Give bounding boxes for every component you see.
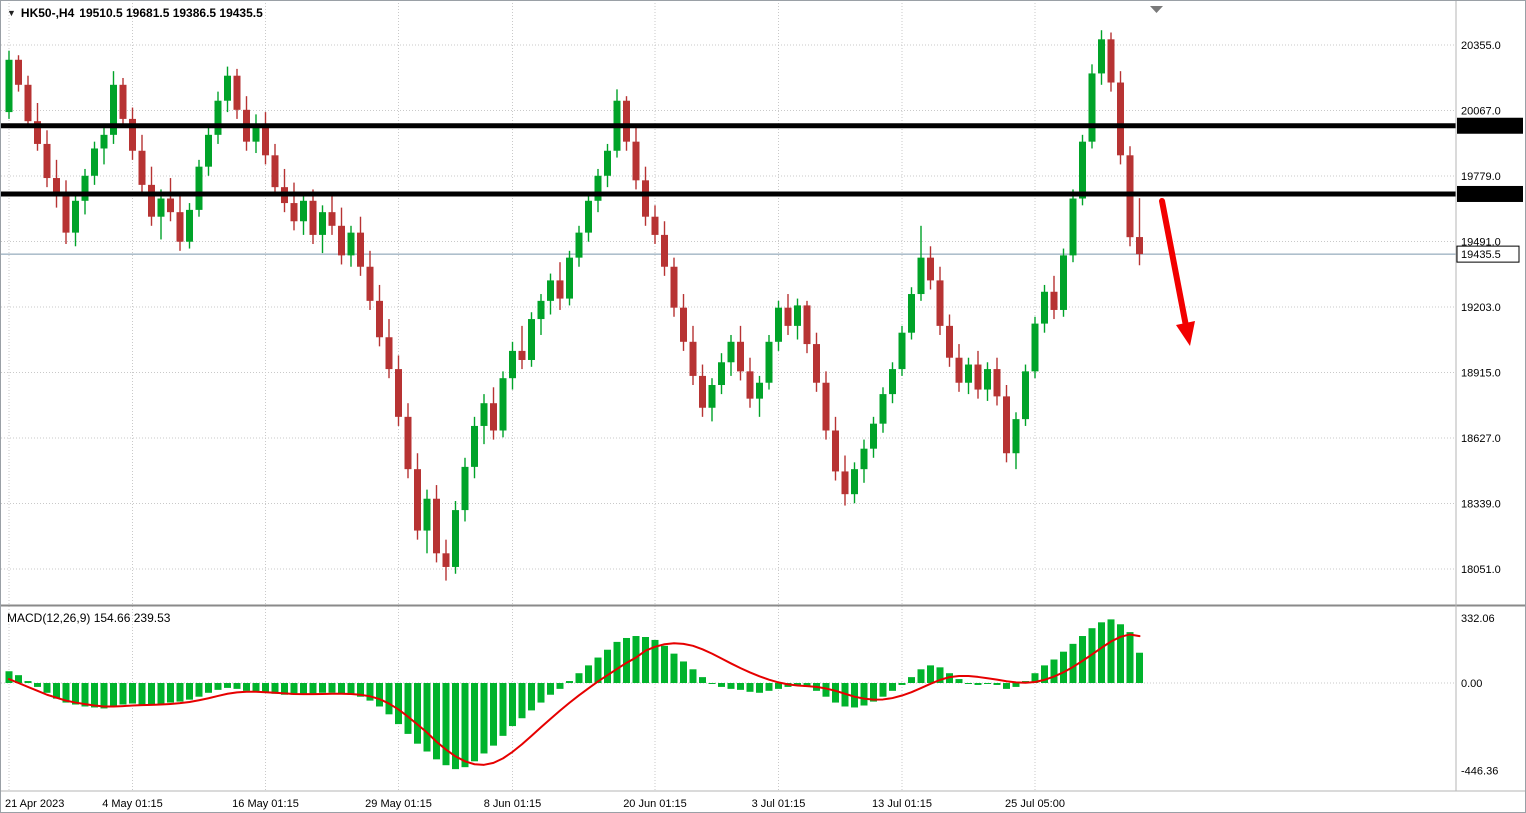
price-axis[interactable]: 20355.0 20067.0 19779.0 19491.0 19203.0 18915… xyxy=(1456,40,1523,576)
chart-header: ▼ HK50-,H4 19510.5 19681.5 19386.5 19435… xyxy=(7,6,263,20)
svg-text:20000.0: 20000.0 xyxy=(1461,121,1501,133)
svg-text:3 Jul 01:15: 3 Jul 01:15 xyxy=(752,798,806,810)
time-axis[interactable]: 21 Apr 2023 4 May 01:15 16 May 01:15 29 May… xyxy=(5,798,1065,810)
svg-text:19779.0: 19779.0 xyxy=(1461,171,1501,183)
macd-signal-line xyxy=(8,633,1141,766)
horizontal-level-lines[interactable] xyxy=(1,123,1456,197)
svg-text:19700.0: 19700.0 xyxy=(1461,189,1501,201)
svg-text:4 May 01:15: 4 May 01:15 xyxy=(102,798,163,810)
svg-text:332.06: 332.06 xyxy=(1461,613,1495,625)
svg-text:21 Apr 2023: 21 Apr 2023 xyxy=(5,798,64,810)
chart-ohlc-values: 19510.5 19681.5 19386.5 19435.5 xyxy=(79,6,263,20)
svg-text:16 May 01:15: 16 May 01:15 xyxy=(232,798,299,810)
macd-histogram xyxy=(5,619,1143,770)
svg-text:25 Jul 05:00: 25 Jul 05:00 xyxy=(1005,798,1065,810)
candlestick-series xyxy=(5,30,1143,581)
svg-text:19435.5: 19435.5 xyxy=(1461,249,1501,261)
svg-text:29 May 01:15: 29 May 01:15 xyxy=(365,798,432,810)
panel-frames xyxy=(1,1,1525,792)
svg-text:18051.0: 18051.0 xyxy=(1461,564,1501,576)
svg-text:19491.0: 19491.0 xyxy=(1461,237,1501,249)
macd-axis[interactable]: 332.06 0.00 -446.36 xyxy=(1461,613,1498,777)
svg-text:18915.0: 18915.0 xyxy=(1461,368,1501,380)
chart-shift-marker-icon[interactable] xyxy=(1150,6,1163,13)
svg-text:0.00: 0.00 xyxy=(1461,678,1482,690)
svg-text:13 Jul 01:15: 13 Jul 01:15 xyxy=(872,798,932,810)
gridlines xyxy=(1,3,1456,790)
symbol-marker-icon: ▼ xyxy=(7,7,16,18)
svg-text:8 Jun 01:15: 8 Jun 01:15 xyxy=(484,798,542,810)
svg-text:19203.0: 19203.0 xyxy=(1461,302,1501,314)
chart-symbol-period: HK50-,H4 xyxy=(20,6,75,20)
svg-text:20 Jun 01:15: 20 Jun 01:15 xyxy=(623,798,687,810)
svg-text:-446.36: -446.36 xyxy=(1461,765,1498,777)
svg-text:18627.0: 18627.0 xyxy=(1461,433,1501,445)
down-arrow-annotation[interactable] xyxy=(1159,198,1195,346)
svg-text:18339.0: 18339.0 xyxy=(1461,499,1501,511)
svg-text:20067.0: 20067.0 xyxy=(1461,106,1501,118)
macd-indicator-label: MACD(12,26,9) 154.66 239.53 xyxy=(7,611,171,625)
svg-text:20355.0: 20355.0 xyxy=(1461,40,1501,52)
